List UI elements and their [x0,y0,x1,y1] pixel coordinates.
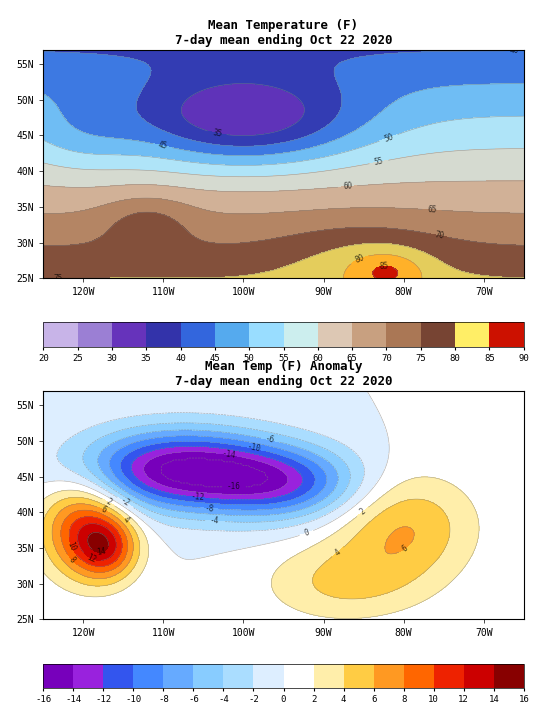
Text: 55: 55 [374,157,384,167]
Text: 50: 50 [383,132,394,144]
Text: 45: 45 [157,140,168,151]
Text: 6: 6 [401,543,410,553]
Text: 0: 0 [303,528,310,538]
Text: -2: -2 [119,496,132,509]
Text: 6: 6 [100,505,108,515]
Text: 70: 70 [434,230,444,241]
Text: -8: -8 [205,503,215,513]
Text: 60: 60 [342,182,353,191]
Text: 40: 40 [510,47,519,55]
Text: -6: -6 [265,435,276,445]
Text: -4: -4 [210,516,220,526]
Text: 12: 12 [85,552,98,564]
Text: 85: 85 [379,262,389,271]
Text: -16: -16 [227,482,241,491]
Text: 65: 65 [427,205,437,215]
Text: 75: 75 [53,274,62,283]
Text: 35: 35 [212,128,222,138]
Text: 2: 2 [358,507,367,517]
Title: Mean Temperature (F)
7-day mean ending Oct 22 2020: Mean Temperature (F) 7-day mean ending O… [175,19,392,47]
Text: 2: 2 [104,497,113,508]
Text: 80: 80 [354,253,366,265]
Text: -10: -10 [247,442,262,454]
Text: 8: 8 [68,555,77,564]
Text: 10: 10 [66,540,78,552]
Text: 4: 4 [333,547,342,557]
Text: 4: 4 [121,515,131,525]
Text: -12: -12 [191,492,205,503]
Text: -14: -14 [221,450,237,460]
Text: 14: 14 [96,547,106,557]
Title: Mean Temp (F) Anomaly
7-day mean ending Oct 22 2020: Mean Temp (F) Anomaly 7-day mean ending … [175,360,392,389]
